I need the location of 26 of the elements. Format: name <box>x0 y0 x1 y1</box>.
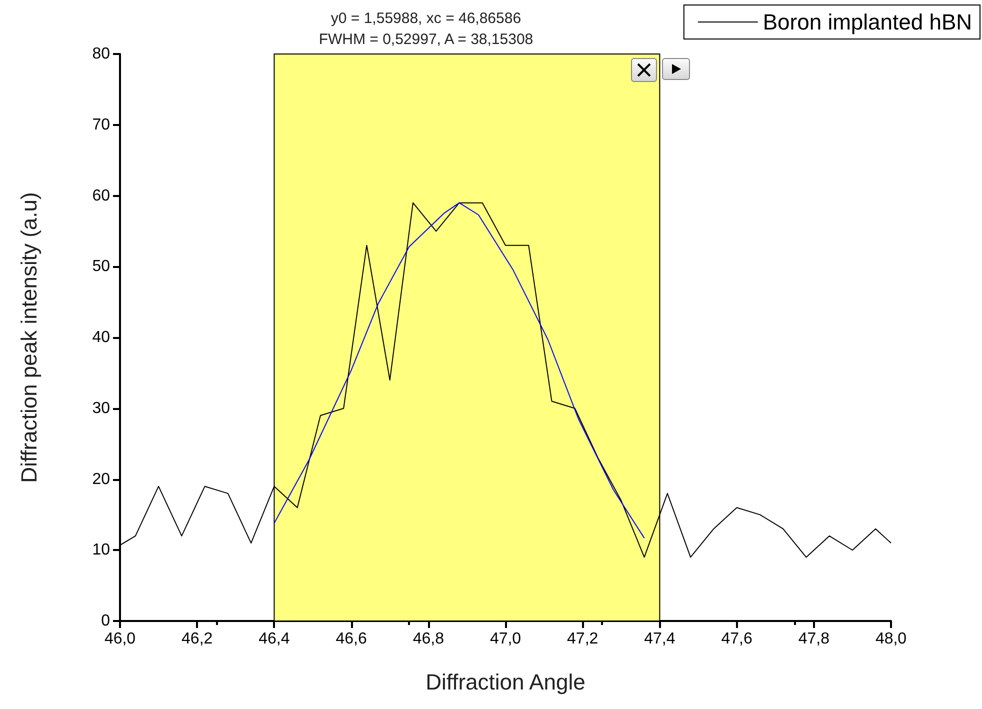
y-axis-title: Diffraction peak intensity (a.u) <box>16 192 42 483</box>
y-tick-label: 60 <box>92 187 110 204</box>
y-tick-label: 40 <box>92 329 110 346</box>
x-tick-label: 47,2 <box>567 630 598 648</box>
x-tick-label: 47,8 <box>798 630 830 648</box>
y-tick-label: 70 <box>92 116 110 134</box>
x-tick-label: 47,6 <box>721 630 752 648</box>
y-tick-label: 10 <box>92 542 110 559</box>
y-tick-label: 0 <box>101 612 110 630</box>
text: FWHM = 0,52997, A = 38,15308 <box>318 31 534 48</box>
x-tick-label: 46,8 <box>412 630 444 648</box>
y-tick-label: 20 <box>92 470 110 488</box>
x-tick-label: 46,6 <box>336 630 367 648</box>
text: y0 = 1,55988, xc = 46,86586 <box>330 10 522 27</box>
legend-label: Boron implanted hBN <box>762 10 972 34</box>
y-tick-label: 30 <box>92 400 110 417</box>
x-tick-label: 46,4 <box>258 630 290 648</box>
y-tick-label: 80 <box>92 46 110 62</box>
x-tick-label: 46,2 <box>182 630 213 648</box>
x-tick-label: 47,4 <box>644 630 676 648</box>
x-tick-label: 47,0 <box>490 630 522 648</box>
x-axis-title: Diffraction Angle <box>426 670 586 694</box>
line-series <box>274 202 645 539</box>
x-tick-label: 48,0 <box>875 630 907 648</box>
y-tick-label: 50 <box>92 258 110 276</box>
x-tick-label: 46,0 <box>104 630 136 648</box>
